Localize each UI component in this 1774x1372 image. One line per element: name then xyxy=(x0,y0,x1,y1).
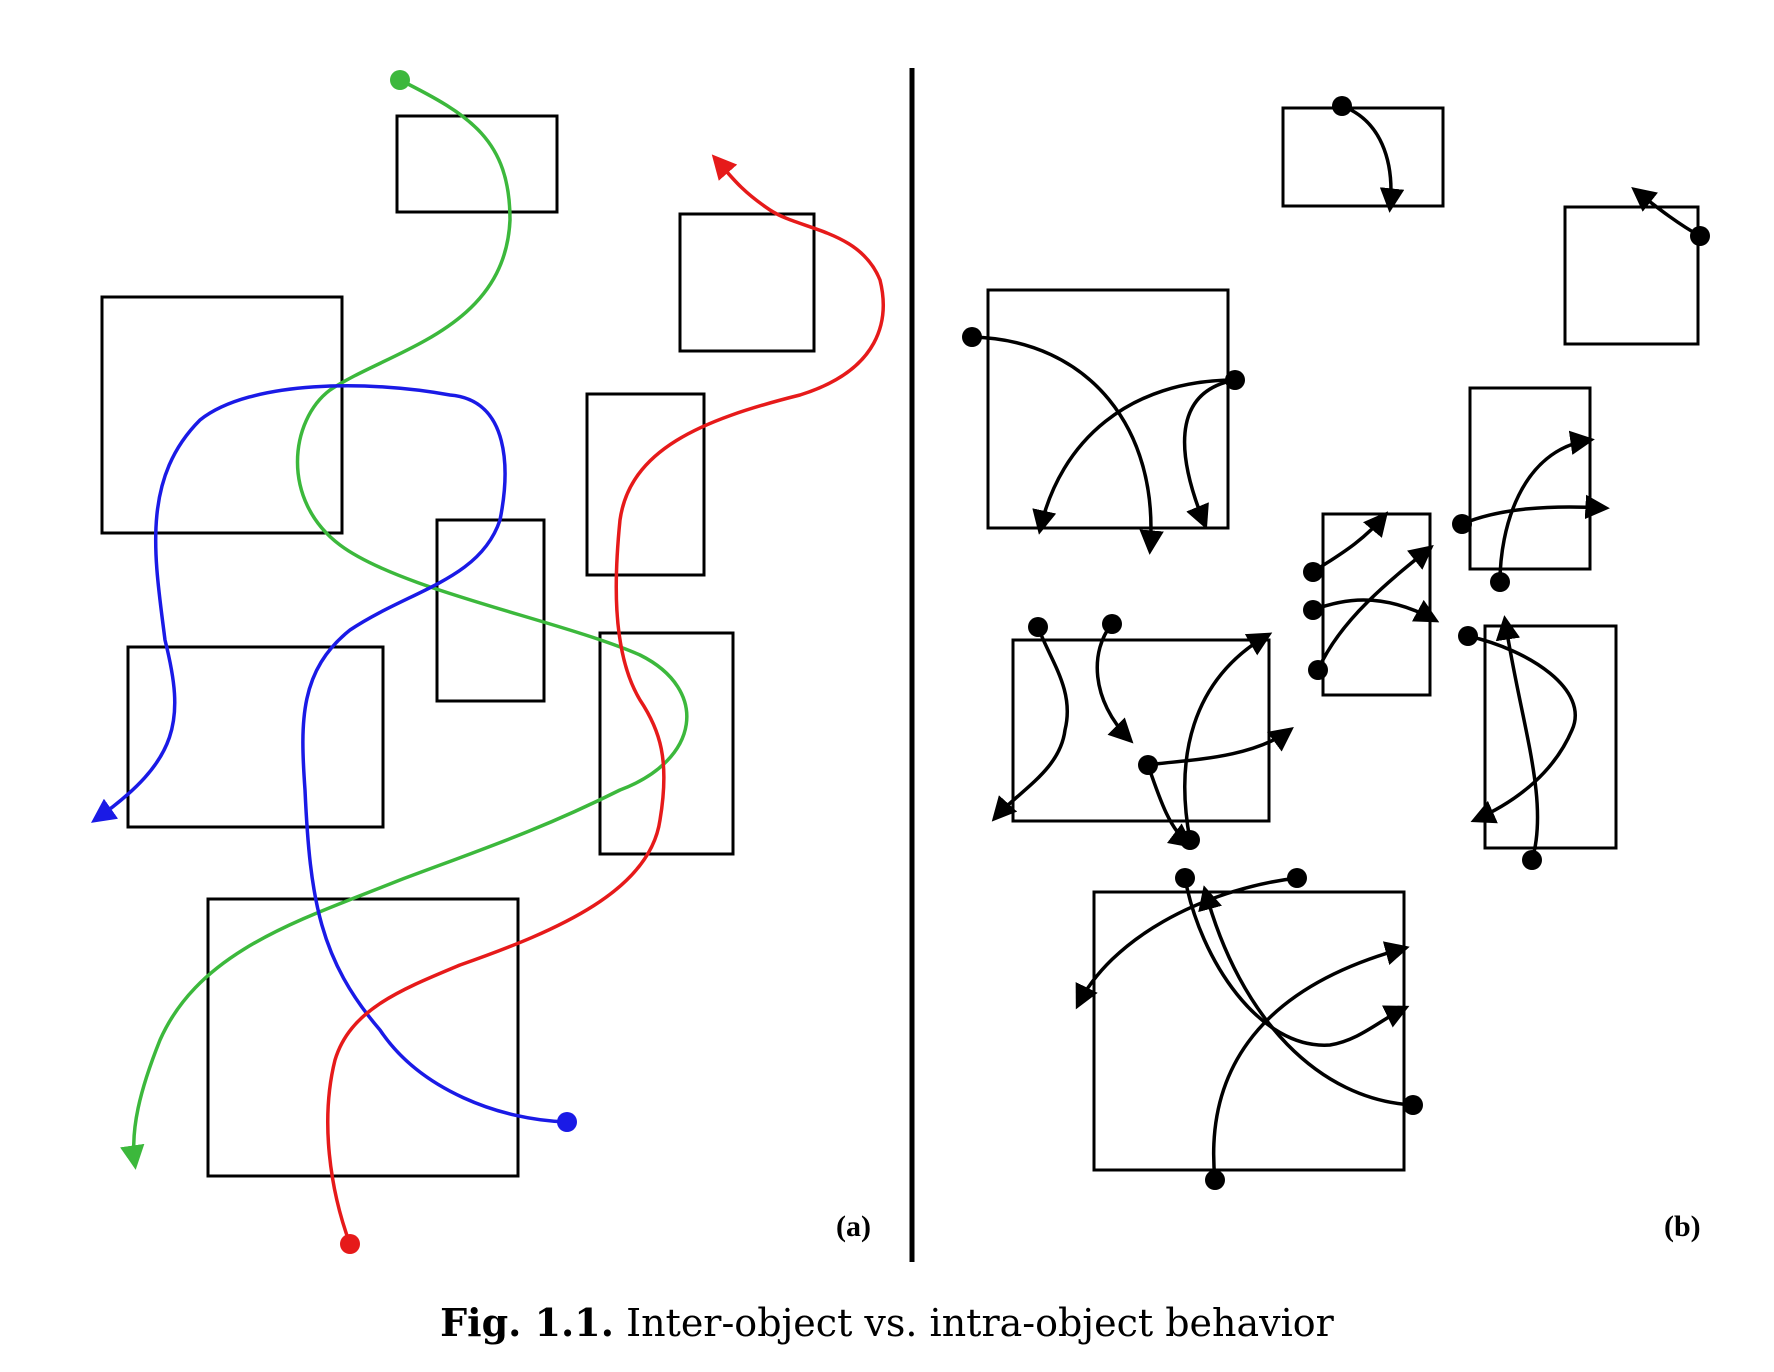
object-box xyxy=(585,392,706,577)
start-dot xyxy=(1332,96,1352,116)
start-dot xyxy=(557,1112,577,1132)
start-dot xyxy=(1452,514,1472,534)
start-dot xyxy=(1175,868,1195,888)
object-box xyxy=(678,212,816,353)
start-dot xyxy=(1490,572,1510,592)
panel-b xyxy=(986,106,1700,1172)
start-dot xyxy=(962,327,982,347)
object-box xyxy=(598,631,735,856)
object-box xyxy=(435,518,546,703)
caption-text: Inter-object vs. intra-object behavior xyxy=(626,1301,1334,1345)
start-dot xyxy=(1303,562,1323,582)
object-box xyxy=(1468,386,1592,571)
object-box xyxy=(1483,624,1618,850)
object-box xyxy=(1281,106,1445,208)
trajectory-red xyxy=(326,154,885,1254)
object-box xyxy=(126,645,385,829)
object-box xyxy=(206,897,520,1178)
object-box xyxy=(986,288,1230,530)
intra-trajectories xyxy=(971,104,1701,1181)
start-dot xyxy=(1308,660,1328,680)
figure-caption: Fig. 1.1. Inter-object vs. intra-object … xyxy=(0,1300,1774,1345)
start-dot xyxy=(1028,617,1048,637)
start-dot xyxy=(1458,626,1478,646)
start-dot xyxy=(1303,600,1323,620)
start-dot xyxy=(340,1234,360,1254)
panel-a xyxy=(100,114,816,1178)
start-dot xyxy=(1205,1170,1225,1190)
panel-label-a: (a) xyxy=(836,1210,871,1243)
object-box xyxy=(1563,205,1700,346)
figure: (a) xyxy=(90,68,1710,1262)
start-dot xyxy=(1287,868,1307,888)
start-dots-b xyxy=(962,96,1710,1190)
start-dot xyxy=(1138,755,1158,775)
start-dot xyxy=(1522,850,1542,870)
object-box xyxy=(395,114,559,214)
object-box xyxy=(1092,890,1406,1172)
panel-label-b: (b) xyxy=(1664,1210,1701,1243)
start-dot xyxy=(1403,1095,1423,1115)
start-dot xyxy=(1102,614,1122,634)
trajectory-blue xyxy=(90,384,577,1132)
object-box xyxy=(1011,638,1271,823)
start-dot xyxy=(390,70,410,90)
object-box xyxy=(1321,512,1432,697)
object-box xyxy=(100,295,344,535)
trajectory-green xyxy=(120,70,689,1170)
start-dot xyxy=(1180,830,1200,850)
start-dot xyxy=(1690,226,1710,246)
start-dot xyxy=(1225,370,1245,390)
caption-label: Fig. 1.1. xyxy=(440,1300,614,1345)
